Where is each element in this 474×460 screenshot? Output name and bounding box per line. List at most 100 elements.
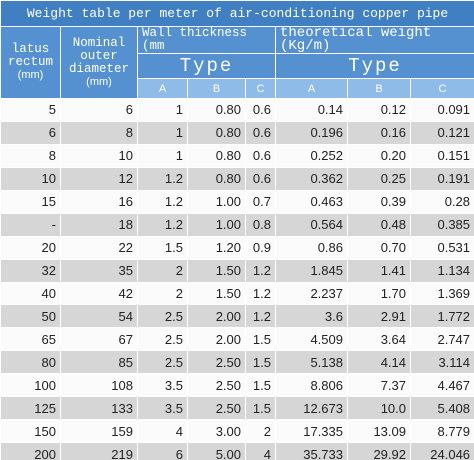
table-cell: 54 bbox=[60, 304, 138, 329]
header-cell: Wall thickness (mm bbox=[137, 26, 276, 54]
table-cell: 2.00 bbox=[187, 304, 246, 329]
table-cell: 0.463 bbox=[275, 189, 348, 214]
table-cell: 0.091 bbox=[409, 98, 474, 122]
table-cell: 42 bbox=[60, 281, 138, 306]
table-row: 6 8 1 0.80 0.6 0.196 0.16 0.121 bbox=[0, 120, 474, 145]
table-cell: 0.8 bbox=[245, 212, 276, 237]
table-cell: 2.50 bbox=[187, 350, 246, 375]
table-cell: 1 bbox=[137, 143, 188, 168]
table-cell: 3.00 bbox=[187, 419, 246, 444]
table-cell: - bbox=[0, 212, 61, 237]
table-cell: 1.5 bbox=[245, 396, 276, 421]
table-cell: 17.335 bbox=[275, 419, 348, 444]
type-label: C bbox=[245, 78, 276, 99]
table-cell: 0.28 bbox=[409, 189, 474, 214]
type-label: A bbox=[137, 78, 188, 99]
table-cell: 0.196 bbox=[275, 120, 348, 145]
table-cell: 50 bbox=[0, 304, 61, 329]
table-row: 200 219 6 5.00 4 35.733 29.92 24.046 bbox=[0, 442, 474, 460]
table-cell: 4.467 bbox=[409, 373, 474, 398]
table-cell: 0.80 bbox=[187, 166, 246, 191]
table-cell: 35 bbox=[60, 258, 138, 283]
table-cell: 10 bbox=[0, 166, 61, 191]
table-row: 150 159 4 3.00 2 17.335 13.09 8.779 bbox=[0, 419, 474, 444]
table-row: 125 133 3.5 2.50 1.5 12.673 10.0 5.408 bbox=[0, 396, 474, 421]
table-cell: 1.5 bbox=[245, 373, 276, 398]
table-cell: 1.70 bbox=[347, 281, 411, 306]
table-cell: 0.385 bbox=[409, 212, 474, 237]
table-cell: 0.121 bbox=[409, 120, 474, 145]
table-cell: 8 bbox=[0, 143, 61, 168]
table-cell: 3.5 bbox=[137, 396, 188, 421]
table-cell: 0.531 bbox=[409, 235, 474, 260]
table-cell: 0.80 bbox=[187, 120, 246, 145]
table-cell: 32 bbox=[0, 258, 61, 283]
table-cell: 0.191 bbox=[409, 166, 474, 191]
table-cell: 150 bbox=[0, 419, 61, 444]
table-cell: 4.509 bbox=[275, 327, 348, 352]
table-cell: 80 bbox=[0, 350, 61, 375]
header-cell: Nominal outer diameter (mm) bbox=[60, 26, 138, 99]
table-cell: 0.70 bbox=[347, 235, 411, 260]
table-cell: 1 bbox=[137, 120, 188, 145]
table-cell: 67 bbox=[60, 327, 138, 352]
table-row: 32 35 2 1.50 1.2 1.845 1.41 1.134 bbox=[0, 258, 474, 283]
table-row: 100 108 3.5 2.50 1.5 8.806 7.37 4.467 bbox=[0, 373, 474, 398]
table-cell: 1.41 bbox=[347, 258, 411, 283]
table-cell: 0.39 bbox=[347, 189, 411, 214]
table-cell: 2 bbox=[137, 258, 188, 283]
table-cell: 1.2 bbox=[245, 258, 276, 283]
table-cell: 0.14 bbox=[275, 98, 348, 122]
table-cell: 0.12 bbox=[347, 98, 411, 122]
table-cell: 1 bbox=[137, 98, 188, 122]
table-cell: 2.50 bbox=[187, 373, 246, 398]
table-cell: 1.00 bbox=[187, 189, 246, 214]
table-cell: 6 bbox=[137, 442, 188, 460]
table-cell: 4.14 bbox=[347, 350, 411, 375]
type-label: A bbox=[275, 78, 348, 99]
table-cell: 0.564 bbox=[275, 212, 348, 237]
table-cell: 2.5 bbox=[137, 327, 188, 352]
table-cell: 1.00 bbox=[187, 212, 246, 237]
header-cell: Type bbox=[137, 53, 276, 79]
table-cell: 1.50 bbox=[187, 258, 246, 283]
table-cell: 7.37 bbox=[347, 373, 411, 398]
table-cell: 29.92 bbox=[347, 442, 411, 460]
table-cell: 1.369 bbox=[409, 281, 474, 306]
table-cell: 125 bbox=[0, 396, 61, 421]
table-cell: 1.5 bbox=[245, 350, 276, 375]
table-cell: 0.6 bbox=[245, 120, 276, 145]
table-cell: 1.50 bbox=[187, 281, 246, 306]
table-cell: 2.747 bbox=[409, 327, 474, 352]
table-row: 20 22 1.5 1.20 0.9 0.86 0.70 0.531 bbox=[0, 235, 474, 260]
table-cell: 1.772 bbox=[409, 304, 474, 329]
table-cell: 35.733 bbox=[275, 442, 348, 460]
table-cell: 0.6 bbox=[245, 166, 276, 191]
header-cell: theoretical weight (Kg/m) bbox=[274, 26, 474, 54]
table-cell: 1.5 bbox=[137, 235, 188, 260]
table-cell: 0.7 bbox=[245, 189, 276, 214]
table-cell: 100 bbox=[0, 373, 61, 398]
table-cell: 65 bbox=[0, 327, 61, 352]
table-cell: 5.00 bbox=[187, 442, 246, 460]
table-cell: 133 bbox=[60, 396, 138, 421]
table-cell: 8.779 bbox=[409, 419, 474, 444]
table-cell: 4 bbox=[137, 419, 188, 444]
table-cell: 0.252 bbox=[275, 143, 348, 168]
table-row: 15 16 1.2 1.00 0.7 0.463 0.39 0.28 bbox=[0, 189, 474, 214]
header-unit: (mm) bbox=[86, 75, 112, 88]
table-cell: 12 bbox=[60, 166, 138, 191]
table-cell: 0.80 bbox=[187, 143, 246, 168]
header-cell: Type bbox=[274, 53, 474, 79]
table-cell: 2 bbox=[137, 281, 188, 306]
table-cell: 0.9 bbox=[245, 235, 276, 260]
table-cell: 40 bbox=[0, 281, 61, 306]
table-row: 8 10 1 0.80 0.6 0.252 0.20 0.151 bbox=[0, 143, 474, 168]
header-unit: (mm) bbox=[17, 69, 44, 81]
table-cell: 0.6 bbox=[245, 98, 276, 122]
table-row: 40 42 2 1.50 1.2 2.237 1.70 1.369 bbox=[0, 281, 474, 306]
table-title: Weight table per meter of air-conditioni… bbox=[0, 0, 474, 27]
table-cell: 219 bbox=[60, 442, 138, 460]
table-cell: 0.16 bbox=[347, 120, 411, 145]
table-cell: 0.20 bbox=[347, 143, 411, 168]
